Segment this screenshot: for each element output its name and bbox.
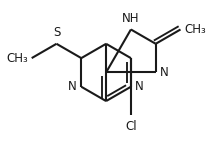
Text: CH₃: CH₃ (7, 52, 28, 65)
Text: NH: NH (122, 12, 140, 25)
Text: S: S (53, 27, 60, 39)
Text: N: N (135, 80, 144, 93)
Text: N: N (160, 66, 169, 79)
Text: CH₃: CH₃ (184, 23, 206, 36)
Text: Cl: Cl (125, 120, 137, 133)
Text: N: N (68, 80, 77, 93)
